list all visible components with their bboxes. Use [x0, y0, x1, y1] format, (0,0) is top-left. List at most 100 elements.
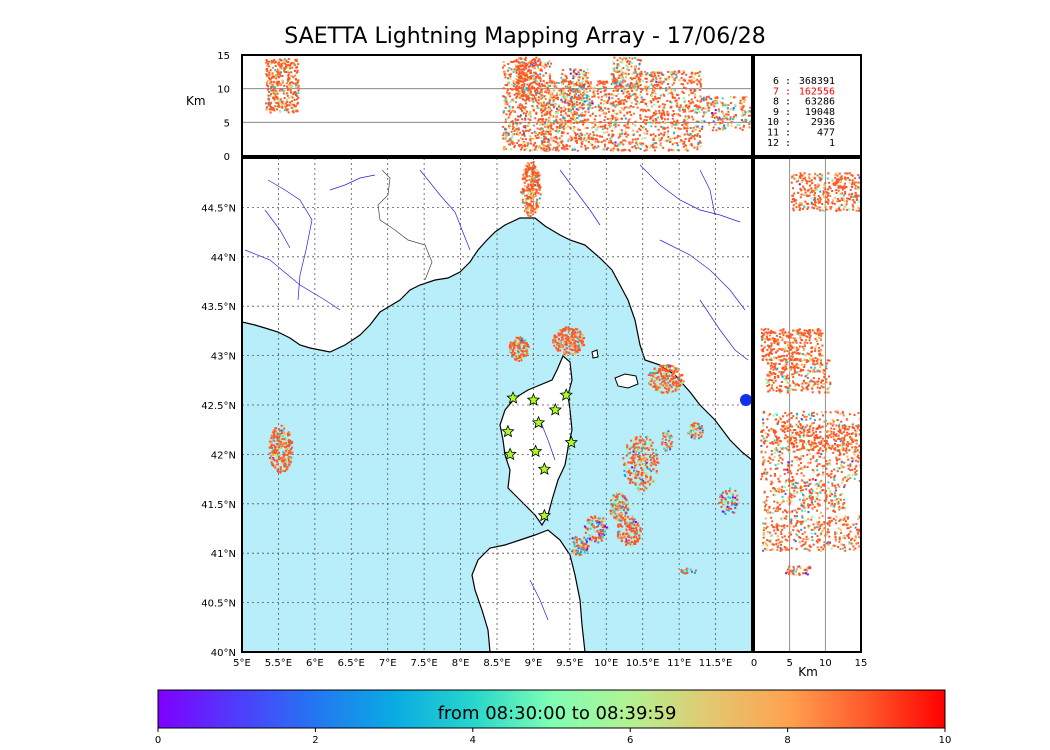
colorbar-label: from 08:30:00 to 08:39:59	[438, 703, 677, 724]
rivers	[244, 164, 749, 621]
map-x-tick-label: 8.5°E	[483, 658, 510, 669]
map-gridlines	[242, 158, 752, 652]
capraia-island	[591, 349, 599, 359]
counts-legend-row: 10:2936	[767, 117, 835, 128]
map-x-tick-label: 10°E	[594, 658, 618, 669]
altitude-side-frame	[753, 157, 862, 653]
profile-cluster	[610, 70, 702, 152]
side-cluster	[785, 565, 812, 576]
altitude-profile-ylabel: Km	[186, 94, 206, 108]
map-x-tick-label: 8°E	[452, 658, 470, 669]
map-cluster	[718, 487, 740, 515]
counts-legend-panel: 6:3683917:1625568:632869:1904810:293611:…	[753, 54, 862, 157]
map-x-tick-label: 11°E	[667, 658, 691, 669]
map-x-tick-label: 11.5°E	[699, 658, 733, 669]
station-star	[503, 447, 517, 461]
map-x-tick-label: 10.5°E	[626, 658, 660, 669]
map-y-tick-label: 43°N	[211, 352, 236, 363]
profile-cluster	[700, 95, 752, 132]
map-cluster	[571, 535, 590, 557]
map-y-tick-label: 41°N	[211, 549, 236, 560]
profile-cluster	[612, 56, 642, 92]
corsica	[499, 355, 573, 527]
map-x-tick-label: 6.5°E	[338, 658, 365, 669]
map-x-tick-label: 9.5°E	[556, 658, 583, 669]
map-cluster	[680, 567, 697, 575]
map-cluster	[647, 364, 685, 394]
counts-legend-row: 9:19048	[773, 107, 835, 118]
station-star	[528, 444, 543, 458]
map-lightning-sources	[268, 161, 740, 575]
altitude-profile-sources	[265, 56, 752, 152]
station-star	[548, 402, 562, 416]
altitude-side-x-tick: 5	[786, 658, 792, 669]
map-panel: 5°E 5.5°E 6°E 6.5°E 7°E 7.5°E 8°E 8.5°E 9°E 9.5°E…	[201, 157, 753, 669]
altitude-profile-y-tick: 5	[224, 118, 230, 129]
counts-legend-frame	[753, 54, 862, 157]
map-y-tick-label: 41.5°N	[201, 500, 236, 511]
colorbar-tick-label: 0	[155, 735, 161, 746]
map-x-tick-label: 5°E	[233, 658, 251, 669]
altitude-side-x-tick: 10	[819, 658, 832, 669]
map-y-tick-label: 43.5°N	[201, 302, 236, 313]
map-y-tick-label: 40°N	[211, 648, 236, 659]
map-x-tick-label: 7.5°E	[411, 658, 438, 669]
altitude-profile-y-tick: 0	[224, 152, 230, 163]
profile-cluster	[265, 58, 300, 114]
map-cluster	[622, 435, 660, 492]
map-cluster	[520, 161, 542, 218]
altitude-side-gridlines	[789, 158, 826, 652]
station-star	[506, 391, 520, 404]
map-cluster	[268, 424, 294, 474]
counts-legend-row: 8:63286	[773, 97, 835, 108]
station-markers	[501, 388, 578, 522]
altitude-profile-y-tick: 15	[217, 51, 230, 62]
side-cluster	[760, 328, 824, 362]
side-cluster	[762, 480, 847, 514]
station-star	[559, 388, 573, 401]
map-y-tick-label: 42.5°N	[201, 401, 236, 412]
station-star	[564, 435, 578, 449]
side-cluster	[765, 358, 832, 394]
side-cluster	[762, 515, 861, 552]
colorbar-tick-label: 8	[784, 735, 790, 746]
map-cluster	[508, 336, 530, 362]
chart-title: SAETTA Lightning Mapping Array - 17/06/2…	[284, 24, 766, 49]
colorbar: from 08:30:00 to 08:39:59 0 2 4 6 8 10	[155, 689, 952, 746]
profile-cluster	[560, 68, 592, 112]
map-cluster	[687, 422, 705, 440]
map-cluster	[616, 515, 642, 547]
counts-legend-row: 11:477	[767, 128, 835, 139]
altitude-profile-panel: 0 5 10 15 Km	[186, 51, 753, 163]
station-star	[537, 508, 552, 522]
altitude-profile-y-tick: 10	[217, 85, 230, 96]
profile-cluster	[515, 56, 542, 102]
altitude-side-sources	[760, 172, 861, 576]
altitude-profile-frame	[241, 54, 753, 157]
counts-legend-row: 7:162556	[773, 86, 835, 97]
altitude-side-x-tick: 0	[751, 658, 757, 669]
sardinia	[471, 529, 586, 652]
map-y-tick-labels: 40°N 40.5°N 41°N 41.5°N 42°N 42.5°N 43°N 43.5°N…	[201, 203, 236, 659]
map-y-tick-label: 44°N	[211, 253, 236, 264]
colorbar-gradient	[157, 689, 946, 729]
map-y-tick-label: 42°N	[211, 450, 236, 461]
map-cluster	[583, 515, 609, 544]
counts-legend-row: 6:368391	[773, 76, 835, 87]
blue-marker	[740, 394, 752, 406]
station-star	[501, 424, 515, 438]
map-y-tick-label: 44.5°N	[201, 203, 236, 214]
altitude-side-x-tick: 15	[855, 658, 868, 669]
map-x-tick-label: 7°E	[379, 658, 397, 669]
station-star	[526, 393, 541, 406]
colorbar-tick-label: 6	[627, 735, 633, 746]
altitude-profile-y-ticks: 0 5 10 15	[217, 51, 230, 163]
elba-island	[614, 373, 639, 389]
map-x-tick-label: 5.5°E	[265, 658, 292, 669]
map-x-tick-label: 9°E	[525, 658, 543, 669]
station-star	[531, 415, 546, 429]
colorbar-tick-label: 4	[470, 735, 476, 746]
colorbar-tick-label: 10	[939, 735, 952, 746]
altitude-side-x-ticks: 0 5 10 15	[751, 658, 868, 669]
